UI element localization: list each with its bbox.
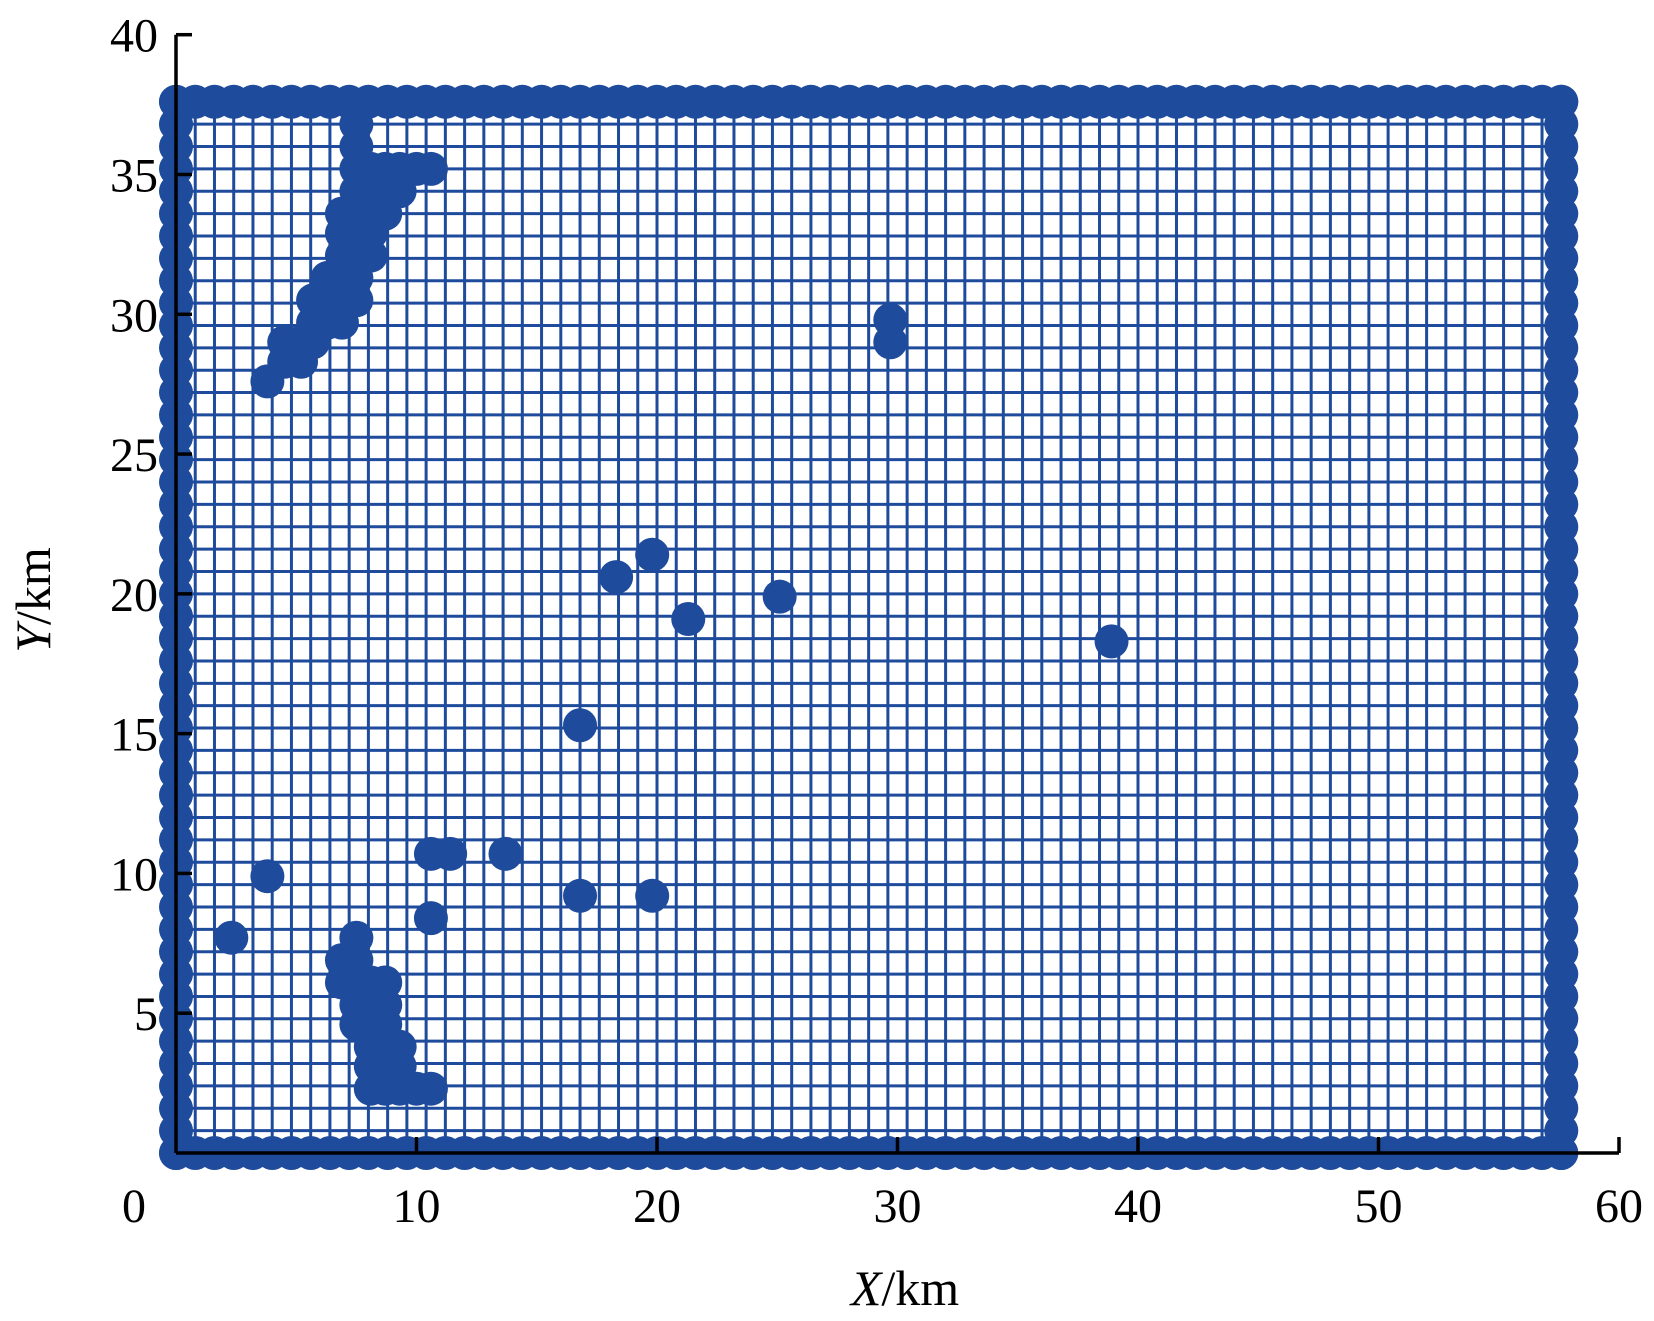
data-point <box>563 878 598 913</box>
data-point <box>250 859 285 894</box>
data-point <box>1094 624 1129 659</box>
data-point <box>488 836 523 871</box>
y-tick-label: 40 <box>110 10 158 63</box>
data-point <box>635 537 670 572</box>
y-tick-label: 5 <box>134 988 158 1041</box>
y-tick-label: 20 <box>110 569 158 622</box>
x-tick-label: 50 <box>1355 1180 1403 1233</box>
x-tick-label: 10 <box>393 1180 441 1233</box>
x-tick-label: 60 <box>1595 1180 1643 1233</box>
x-axis-title: X/km <box>849 1260 959 1316</box>
data-point <box>762 579 797 614</box>
data-point <box>413 151 448 186</box>
y-tick-label: 25 <box>110 429 158 482</box>
data-point <box>433 836 468 871</box>
x-tick-label: 30 <box>874 1180 922 1233</box>
data-point <box>413 901 448 936</box>
data-point <box>339 107 374 142</box>
data-point <box>671 602 706 637</box>
x-tick-label: 40 <box>1114 1180 1162 1233</box>
data-point <box>635 878 670 913</box>
y-tick-label: 35 <box>110 149 158 202</box>
axes <box>174 32 1621 1155</box>
y-tick-label: 10 <box>110 848 158 901</box>
y-tick-label: 30 <box>110 289 158 342</box>
tick-labels: 0 10 20 30 40 50 60 5 10 15 20 25 30 35 40 <box>110 10 1643 1233</box>
y-axis-title: Y/km <box>5 547 61 653</box>
data-point <box>413 1071 448 1106</box>
data-point <box>563 708 598 743</box>
data-point <box>873 325 908 360</box>
data-point <box>214 920 249 955</box>
y-tick-label: 15 <box>110 709 158 762</box>
data-points <box>214 107 1129 1106</box>
data-point <box>599 560 634 595</box>
boundary-point <box>1544 84 1579 119</box>
x-tick-label: 0 <box>122 1180 146 1233</box>
x-tick-label: 20 <box>633 1180 681 1233</box>
